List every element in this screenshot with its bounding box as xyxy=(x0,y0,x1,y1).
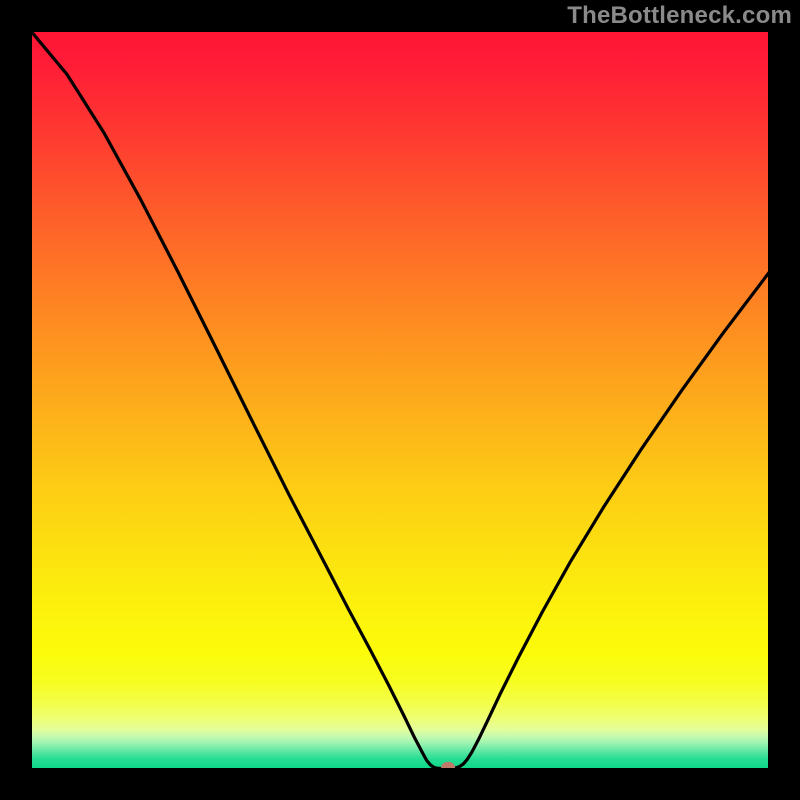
chart-background xyxy=(30,30,770,770)
watermark-text: TheBottleneck.com xyxy=(567,2,792,30)
chart-svg xyxy=(30,30,770,770)
bottleneck-chart xyxy=(30,30,770,770)
